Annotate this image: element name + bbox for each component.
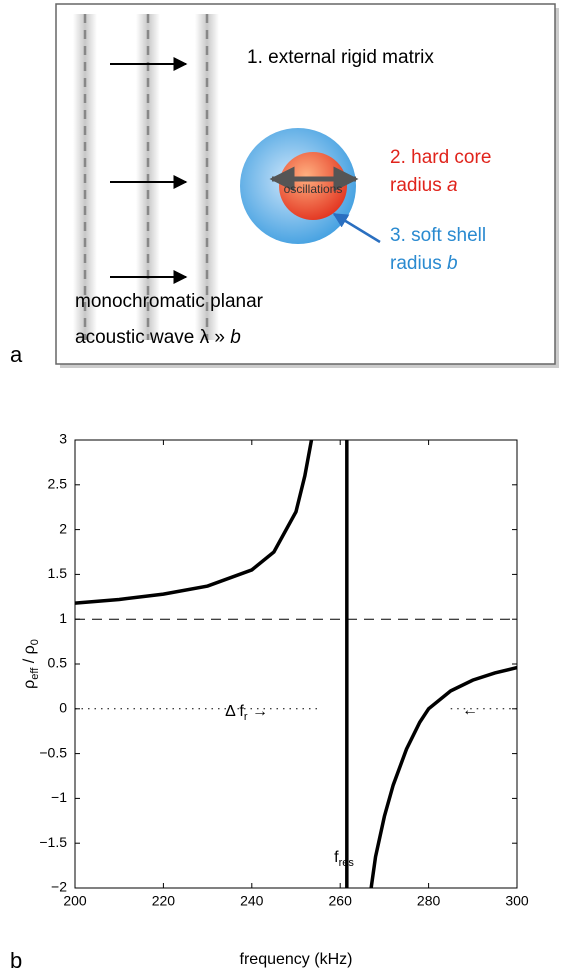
shell-arrow — [332, 212, 381, 244]
matrix-label: 1. external rigid matrix — [247, 47, 434, 68]
text: radius — [390, 253, 442, 274]
x-axis-label: frequency (kHz) — [240, 951, 353, 968]
x-tick-label: 240 — [240, 893, 264, 909]
y-tick-label: −1.5 — [39, 834, 67, 850]
var: b — [230, 327, 241, 348]
sub: r — [244, 711, 248, 723]
wave-label: monochromatic planar — [75, 291, 264, 312]
var: b — [447, 253, 458, 274]
wavefront-lines — [83, 14, 209, 340]
sub: 0 — [29, 639, 41, 645]
x-tick-label: 200 — [63, 893, 87, 909]
sub: res — [339, 857, 355, 869]
shell-radius: radius b — [390, 253, 458, 274]
text: radius — [390, 175, 442, 196]
text: acoustic wave λ » — [75, 327, 225, 348]
annotation: ← — [462, 702, 478, 719]
panel-label: a — [10, 342, 23, 367]
x-tick-label: 280 — [417, 893, 441, 909]
annotation: Δ fr → — [225, 703, 268, 723]
panel-a: oscillations 1. external rigid matrix 2.… — [10, 3, 559, 368]
shell-label: 3. soft shell — [390, 225, 486, 246]
wave-label: acoustic wave λ » b — [75, 327, 241, 348]
sub: eff — [29, 667, 41, 680]
y-tick-label: −1 — [51, 789, 67, 805]
y-tick-label: 2 — [59, 520, 67, 536]
y-tick-label: 2.5 — [48, 476, 68, 492]
x-tick-label: 300 — [505, 893, 529, 909]
text: ← — [462, 702, 478, 719]
y-tick-label: 1.5 — [48, 565, 68, 581]
y-tick-label: 1 — [59, 610, 67, 626]
text: Δ f — [225, 703, 244, 720]
core-radius: radius a — [390, 175, 458, 196]
panel-b: b frequency (kHz) ρeff / ρ0 200 220 240 260… — [10, 431, 529, 973]
x-tick-label: 260 — [329, 893, 353, 909]
y-tick-label: −2 — [51, 879, 67, 895]
core-label: 2. hard core — [390, 147, 491, 168]
y-tick-label: 0 — [59, 700, 67, 716]
panel-label: b — [10, 948, 22, 973]
y-tick-label: 3 — [59, 431, 67, 447]
y-tick-label: −0.5 — [39, 744, 67, 760]
wave-arrows — [110, 57, 188, 284]
text: f — [334, 849, 339, 866]
y-tick-label: 0.5 — [48, 655, 68, 671]
annotation: fres — [334, 849, 354, 869]
text: → — [248, 703, 268, 720]
x-tick-label: 220 — [152, 893, 176, 909]
text: ρ — [21, 680, 38, 689]
y-axis-label: ρeff / ρ0 — [21, 639, 41, 689]
series-line — [74, 439, 518, 889]
var: a — [447, 175, 458, 196]
oscillations-label: oscillations — [284, 182, 343, 196]
text: / ρ — [21, 645, 38, 667]
